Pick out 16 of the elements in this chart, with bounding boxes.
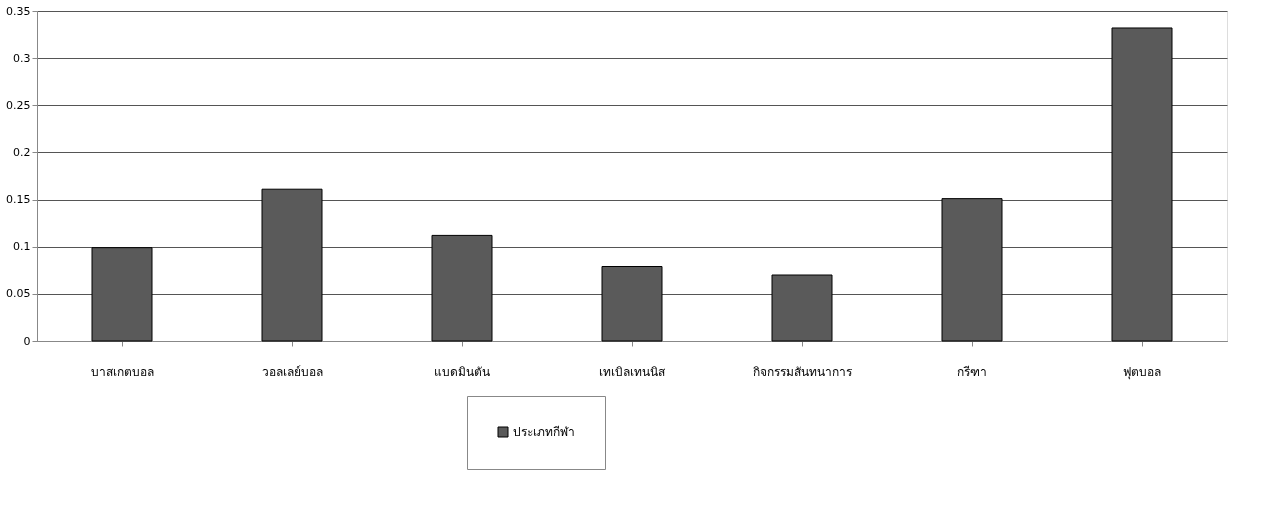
y-tick-label: 0 xyxy=(23,334,31,348)
y-tick-label: 0.3 xyxy=(13,51,31,65)
x-tick-label: กรีฑา xyxy=(957,364,987,379)
y-tick-label: 0.35 xyxy=(6,4,31,18)
y-tick-label: 0.05 xyxy=(6,287,31,301)
x-tick-label: กิจกรรมสันทนาการ xyxy=(752,364,853,379)
x-tick-label: บาสเกตบอล xyxy=(90,364,154,379)
y-tick-label: 0.25 xyxy=(6,98,31,112)
x-tick-label: วอลเลย์บอล xyxy=(261,364,323,379)
y-tick-label: 0.1 xyxy=(13,240,31,254)
x-tick-label: เทเบิลเทนนิส xyxy=(599,364,666,379)
y-tick-label: 0.15 xyxy=(6,193,31,207)
y-tick-label: 0.2 xyxy=(13,145,31,159)
x-tick-label: แบดมินตัน xyxy=(434,364,490,379)
x-tick-label: ฟุตบอล xyxy=(1123,364,1161,380)
legend-label: ประเภทกีฬา xyxy=(513,425,575,439)
